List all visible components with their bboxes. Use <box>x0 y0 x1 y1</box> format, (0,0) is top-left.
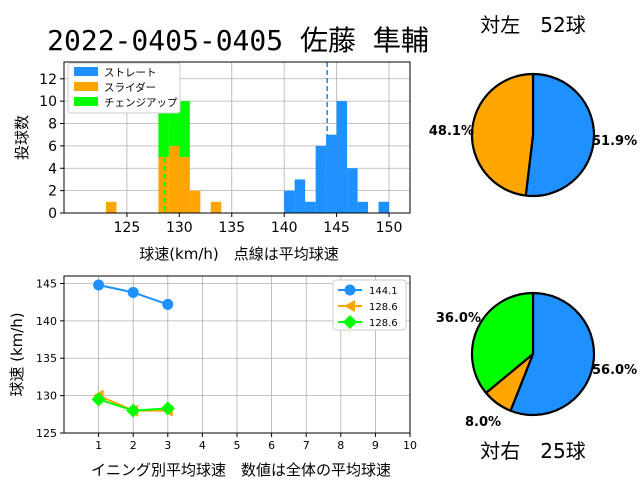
legend-swatch <box>74 82 98 91</box>
y-tick-label: 6 <box>48 139 57 155</box>
histogram-bar <box>326 134 337 213</box>
data-point <box>162 298 174 310</box>
y-tick-label: 4 <box>48 161 57 177</box>
legend-label: 128.6 <box>369 302 398 313</box>
y-axis-label: 球速 (km/h) <box>8 312 26 396</box>
x-tick-label: 140 <box>271 220 298 236</box>
histogram-bar <box>105 201 117 213</box>
legend: 144.1 128.6 128.6 <box>332 279 407 331</box>
x-tick-label: 10 <box>403 439 417 452</box>
data-point <box>126 403 141 418</box>
y-tick-label: 125 <box>36 427 57 440</box>
data-point <box>344 300 355 312</box>
pie-slice <box>470 291 535 394</box>
histogram-bar <box>158 89 169 158</box>
x-tick-label: 150 <box>376 220 403 236</box>
y-axis-label: 投球数 <box>13 115 31 160</box>
x-tick-label: 3 <box>164 439 171 452</box>
histogram-bar <box>378 201 390 213</box>
data-point <box>127 286 139 298</box>
data-point <box>344 284 356 296</box>
pie-right-label: 対右 25球 <box>480 439 585 463</box>
x-tick-label: 7 <box>303 439 310 452</box>
histogram-bar <box>315 145 327 213</box>
x-tick-label: 135 <box>218 220 245 236</box>
x-tick-label: 1 <box>95 439 102 452</box>
legend-label: 144.1 <box>369 286 398 297</box>
legend-swatch <box>74 67 98 76</box>
legend-label: 128.6 <box>369 318 398 329</box>
pie-vs-left: 51.9% 48.1% <box>429 72 637 198</box>
x-tick-label: 145 <box>323 220 350 236</box>
pie-slice <box>509 291 596 417</box>
pie-slice-label: 48.1% <box>429 124 474 139</box>
y-tick-label: 0 <box>48 206 57 222</box>
speed-histogram: 125 130 135 140 145 150 0 2 4 6 8 10 12 球速(km/h) 点線は平… <box>13 61 411 263</box>
data-point <box>93 279 105 291</box>
x-tick-label: 8 <box>337 439 344 452</box>
y-tick-label: 12 <box>39 72 57 88</box>
data-point <box>160 401 175 416</box>
histogram-bar <box>158 157 169 213</box>
pie-slice <box>470 72 535 197</box>
y-tick-label: 8 <box>48 117 57 133</box>
data-point <box>343 315 357 329</box>
y-tick-label: 135 <box>36 352 57 365</box>
pie-slice-label: 36.0% <box>436 311 481 326</box>
x-tick-label: 6 <box>268 439 275 452</box>
histogram-bar <box>189 190 201 213</box>
histogram-bar <box>179 101 190 158</box>
histogram-bar <box>284 190 295 213</box>
pie-slice-label: 8.0% <box>465 415 501 430</box>
legend-label: スライダー <box>104 81 156 94</box>
y-tick-label: 140 <box>36 315 57 328</box>
histogram-bar <box>305 201 316 213</box>
legend-label: ストレート <box>104 67 157 79</box>
x-tick-label: 130 <box>166 220 193 236</box>
pie-vs-right: 56.0% 8.0% 36.0% <box>436 291 637 430</box>
legend-swatch <box>74 97 98 106</box>
x-tick-label: 2 <box>130 439 137 452</box>
y-tick-label: 10 <box>39 94 57 110</box>
x-tick-label: 5 <box>234 439 241 452</box>
y-tick-label: 145 <box>36 277 57 290</box>
histogram-bar <box>336 101 348 213</box>
y-tick-label: 2 <box>48 184 57 200</box>
pie-slice <box>524 72 596 198</box>
y-tick-label: 130 <box>36 390 57 403</box>
plot-frame <box>63 61 411 214</box>
pie-slice-label: 51.9% <box>592 134 637 149</box>
x-tick-label: 9 <box>372 439 379 452</box>
legend-label: チェンジアップ <box>104 97 178 109</box>
pie-left-label: 対左 52球 <box>480 13 585 37</box>
histogram-bar <box>168 145 180 213</box>
inning-speed-line-chart: 1 2 3 4 5 6 7 8 9 10 125 130 135 140 145 イニング別平均球速 数値は全… <box>8 275 417 479</box>
histogram-bar <box>179 157 190 213</box>
histogram-bar <box>210 201 222 213</box>
x-axis-label: イニング別平均球速 数値は全体の平均球速 <box>91 461 391 479</box>
pie-slice-label: 56.0% <box>592 363 637 378</box>
figure-title: 2022-0405-0405 佐藤 隼輔 <box>47 24 429 57</box>
data-point <box>91 392 106 407</box>
x-tick-label: 125 <box>114 220 141 236</box>
histogram-bar <box>357 201 369 213</box>
histogram-bar <box>294 179 306 213</box>
histogram-bar <box>347 168 358 213</box>
x-tick-label: 4 <box>199 439 206 452</box>
x-axis-label: 球速(km/h) 点線は平均球速 <box>139 245 339 263</box>
